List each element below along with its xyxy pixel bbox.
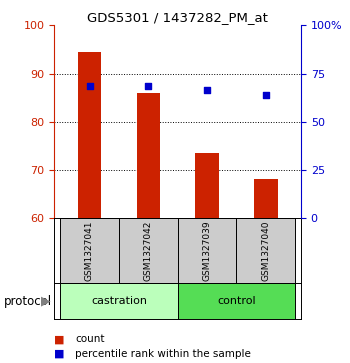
Text: GSM1327039: GSM1327039: [203, 220, 211, 281]
Text: GSM1327042: GSM1327042: [144, 220, 153, 281]
Bar: [78, 52, 101, 218]
Text: GSM1327041: GSM1327041: [85, 220, 94, 281]
Text: ■: ■: [54, 334, 65, 344]
Bar: [60, 283, 177, 319]
Bar: [254, 179, 278, 218]
Bar: [177, 218, 236, 283]
Bar: [119, 218, 177, 283]
Text: GSM1327040: GSM1327040: [261, 220, 270, 281]
Point: [204, 87, 210, 93]
Bar: [177, 283, 295, 319]
Bar: [195, 153, 219, 218]
Text: castration: castration: [91, 296, 147, 306]
Text: ■: ■: [54, 349, 65, 359]
Title: GDS5301 / 1437282_PM_at: GDS5301 / 1437282_PM_at: [87, 11, 268, 24]
Point: [263, 92, 268, 98]
Text: control: control: [217, 296, 256, 306]
Bar: [136, 93, 160, 218]
Text: percentile rank within the sample: percentile rank within the sample: [75, 349, 251, 359]
Point: [146, 83, 151, 89]
Text: count: count: [75, 334, 105, 344]
Bar: [60, 218, 119, 283]
Bar: [236, 218, 295, 283]
Text: ▶: ▶: [41, 295, 50, 308]
Point: [87, 83, 92, 89]
Text: protocol: protocol: [4, 295, 52, 308]
